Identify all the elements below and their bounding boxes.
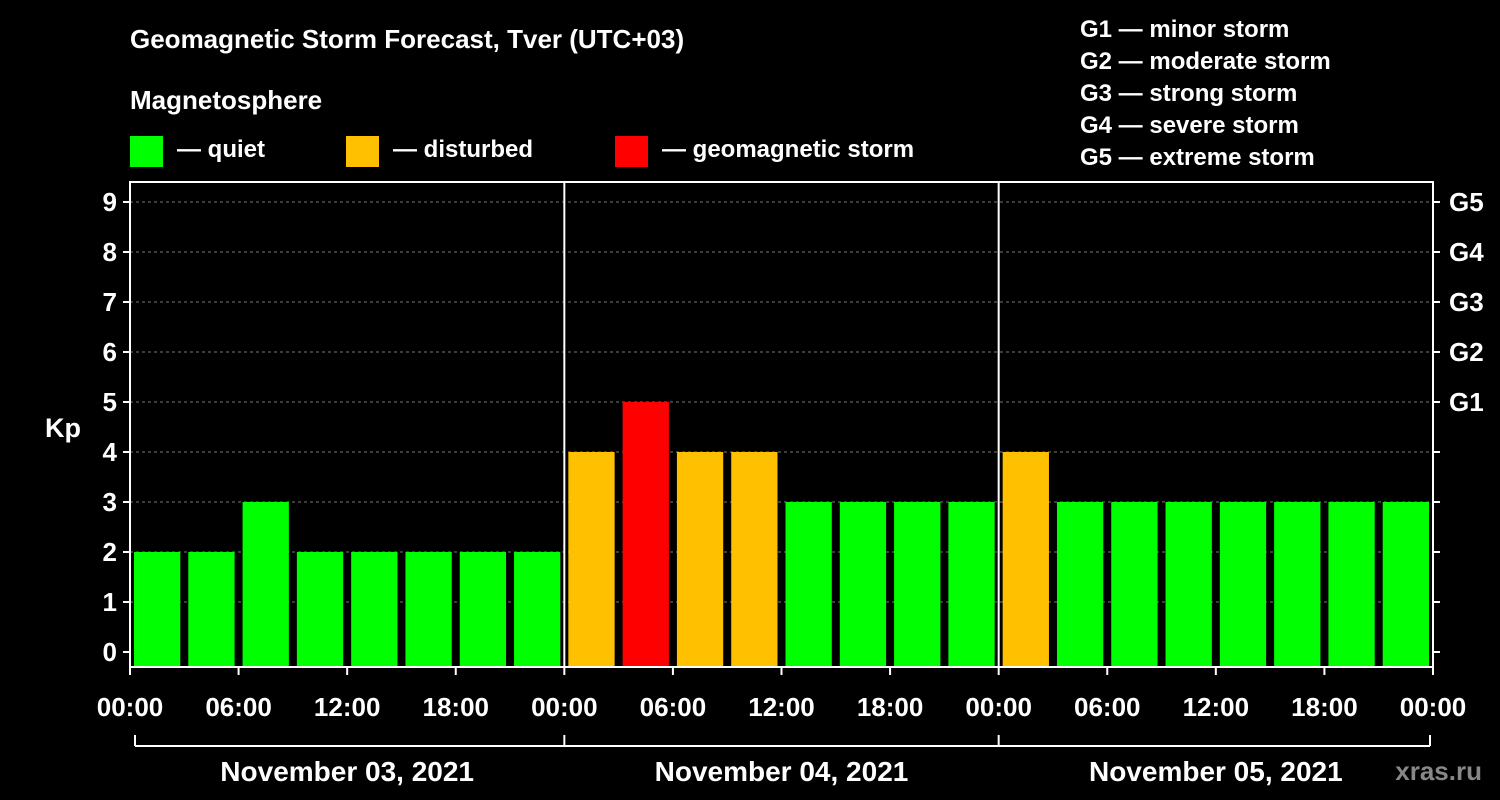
y-axis-label: Kp bbox=[45, 413, 81, 443]
bar-16 bbox=[1002, 452, 1049, 667]
x-tick-label-1: 06:00 bbox=[205, 692, 272, 722]
bar-21 bbox=[1274, 502, 1321, 667]
y-tick-label-2: 2 bbox=[103, 537, 117, 567]
storm-scale-g3: G3 — strong storm bbox=[1080, 80, 1297, 107]
y-tick-label-5: 5 bbox=[103, 387, 117, 417]
y-tick-label-8: 8 bbox=[103, 237, 117, 267]
legend-swatch-disturbed bbox=[346, 136, 379, 167]
x-tick-label-6: 12:00 bbox=[748, 692, 815, 722]
bar-2 bbox=[242, 502, 289, 667]
right-tick-label-g5: G5 bbox=[1449, 187, 1484, 217]
legend-label-storm: — geomagnetic storm bbox=[662, 136, 914, 163]
bar-4 bbox=[351, 552, 398, 667]
right-tick-label-g4: G4 bbox=[1449, 237, 1484, 267]
right-tick-label-g3: G3 bbox=[1449, 287, 1484, 317]
x-tick-label-3: 18:00 bbox=[423, 692, 490, 722]
date-label-0: November 03, 2021 bbox=[220, 756, 474, 787]
bar-15 bbox=[948, 502, 995, 667]
bar-14 bbox=[894, 502, 941, 667]
storm-scale-g4: G4 — severe storm bbox=[1080, 112, 1299, 139]
legend-label-disturbed: — disturbed bbox=[393, 136, 533, 163]
bar-19 bbox=[1165, 502, 1212, 667]
bar-22 bbox=[1328, 502, 1375, 667]
storm-scale-g1: G1 — minor storm bbox=[1080, 16, 1289, 43]
bar-0 bbox=[134, 552, 181, 667]
x-tick-label-4: 00:00 bbox=[531, 692, 598, 722]
y-tick-label-7: 7 bbox=[103, 287, 117, 317]
x-tick-label-0: 00:00 bbox=[97, 692, 164, 722]
x-tick-label-9: 06:00 bbox=[1074, 692, 1141, 722]
x-tick-label-5: 06:00 bbox=[640, 692, 707, 722]
bar-10 bbox=[676, 452, 724, 667]
bar-5 bbox=[405, 552, 452, 667]
bar-11 bbox=[731, 452, 778, 667]
plot-area: 0 1 2 3 4 5 6 7 8 9 G1 G2 G3 G4 G5 00:00 06:00 12:00 18:00… bbox=[97, 181, 1484, 787]
legend-title: Magnetosphere bbox=[130, 85, 322, 115]
watermark: xras.ru bbox=[1395, 756, 1482, 786]
bar-1 bbox=[188, 552, 235, 667]
right-tick-label-g1: G1 bbox=[1449, 387, 1484, 417]
bar-12 bbox=[785, 502, 832, 667]
x-tick-label-7: 18:00 bbox=[857, 692, 924, 722]
chart-title: Geomagnetic Storm Forecast, Tver (UTC+03… bbox=[130, 24, 684, 54]
bar-7 bbox=[514, 552, 561, 667]
bar-17 bbox=[1056, 502, 1104, 667]
y-tick-label-0: 0 bbox=[103, 637, 117, 667]
bar-6 bbox=[459, 552, 507, 667]
date-label-1: November 04, 2021 bbox=[655, 756, 909, 787]
storm-scale-g2: G2 — moderate storm bbox=[1080, 48, 1331, 75]
legend-swatch-quiet bbox=[130, 136, 163, 167]
x-tick-label-2: 12:00 bbox=[314, 692, 381, 722]
y-tick-label-4: 4 bbox=[103, 437, 118, 467]
bar-18 bbox=[1111, 502, 1158, 667]
x-tick-label-8: 00:00 bbox=[965, 692, 1032, 722]
legend-swatch-storm bbox=[615, 136, 648, 167]
x-tick-label-11: 18:00 bbox=[1291, 692, 1358, 722]
x-tick-label-12: 00:00 bbox=[1400, 692, 1467, 722]
bar-9 bbox=[622, 402, 669, 667]
y-tick-label-9: 9 bbox=[103, 187, 117, 217]
storm-scale-g5: G5 — extreme storm bbox=[1080, 144, 1315, 171]
right-tick-label-g2: G2 bbox=[1449, 337, 1484, 367]
y-tick-label-6: 6 bbox=[103, 337, 117, 367]
date-label-2: November 05, 2021 bbox=[1089, 756, 1343, 787]
bar-13 bbox=[839, 502, 887, 667]
bar-8 bbox=[568, 452, 615, 667]
y-tick-label-1: 1 bbox=[103, 587, 117, 617]
legend-label-quiet: — quiet bbox=[177, 136, 265, 163]
bar-20 bbox=[1219, 502, 1267, 667]
bar-3 bbox=[296, 552, 344, 667]
bar-23 bbox=[1382, 502, 1429, 667]
x-tick-label-10: 12:00 bbox=[1183, 692, 1250, 722]
y-tick-label-3: 3 bbox=[103, 487, 117, 517]
